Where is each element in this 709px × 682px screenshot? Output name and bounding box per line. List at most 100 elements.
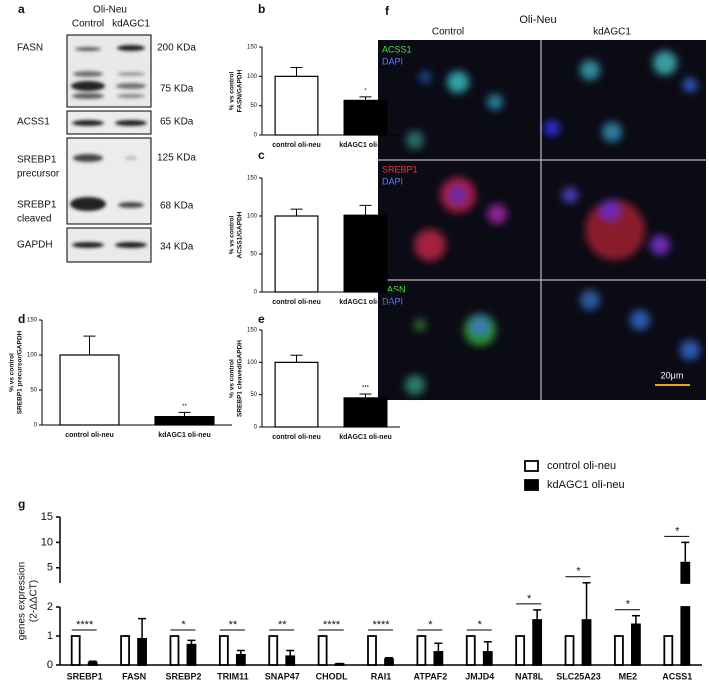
- scale-label: 20μm: [661, 370, 684, 380]
- panel-label: f: [385, 4, 390, 18]
- protein-label: cleaved: [17, 214, 51, 225]
- x-tick-label: ATPAF2: [414, 671, 448, 681]
- y-tick-label: 0: [254, 425, 258, 431]
- protein-label: SREBP1: [17, 200, 57, 211]
- bar: [465, 635, 476, 666]
- panel-label: g: [18, 497, 25, 511]
- panel-label: a: [18, 2, 25, 16]
- bar: [680, 606, 691, 666]
- y-axis-label: ACSS1/GAPDH: [237, 211, 244, 258]
- bar: [186, 643, 197, 666]
- bar: [631, 623, 641, 666]
- bar: [218, 635, 229, 666]
- significance: *: [428, 619, 433, 631]
- significance: ****: [76, 619, 94, 631]
- size-label: 65 KDa: [160, 117, 194, 128]
- micro-title: Oli-Neu: [519, 14, 556, 26]
- stain-label: FASN: [382, 284, 406, 294]
- legend-swatch: [524, 460, 539, 472]
- bar: [433, 651, 444, 666]
- x-tick-label: JMJD4: [465, 671, 494, 681]
- y-tick-label: 50: [250, 252, 257, 258]
- bar: [154, 416, 215, 426]
- significance: ****: [372, 619, 390, 631]
- panel-label: d: [18, 312, 25, 326]
- x-tick-label: ACSS1: [662, 671, 692, 681]
- y-tick-label: 50: [250, 103, 257, 109]
- y-axis-label: (2-ΔΔCT): [29, 580, 40, 622]
- significance: **: [229, 619, 238, 631]
- y-axis-label: SREBP1 cleaved/GAPDH: [237, 340, 244, 417]
- y-axis-label: % vs control: [229, 359, 236, 398]
- panel-label: e: [258, 312, 265, 326]
- bar: [274, 361, 319, 428]
- bar: [268, 635, 279, 666]
- lane-label: kdAGC1: [112, 19, 150, 30]
- legend-label: kdAGC1 oli-neu: [547, 479, 625, 491]
- x-tick-label: kdAGC1 oli-neu: [339, 299, 392, 306]
- x-tick-label: NAT8L: [515, 671, 544, 681]
- bar: [581, 619, 592, 666]
- significance: *: [576, 566, 581, 578]
- significance: ****: [323, 619, 341, 631]
- stain-label: DAPI: [382, 56, 403, 66]
- bar: [564, 635, 575, 666]
- x-tick-label: kdAGC1 oli-neu: [339, 142, 392, 149]
- y-tick-label: 150: [247, 328, 258, 334]
- y-axis-label: SREBP1 precursor/GAPDH: [17, 330, 24, 414]
- x-tick-label: kdAGC1 oli-neu: [339, 434, 392, 441]
- significance: ***: [362, 386, 370, 392]
- y-tick-label: 0: [47, 659, 53, 671]
- protein-label: GAPDH: [17, 240, 53, 251]
- stain-label: SREBP1: [382, 164, 418, 174]
- y-tick-label: 150: [27, 318, 38, 324]
- stain-label: DAPI: [382, 176, 403, 186]
- significance: *: [527, 593, 532, 605]
- bar: [680, 561, 691, 584]
- y-tick-label: 1: [47, 630, 53, 642]
- significance: *: [675, 525, 680, 537]
- protein-label: SREBP1: [17, 155, 57, 166]
- panel-label: b: [258, 2, 265, 16]
- bar: [416, 635, 427, 666]
- bar: [285, 655, 296, 666]
- micro-grid: [378, 40, 706, 400]
- bar: [274, 215, 319, 293]
- y-tick-label: 50: [250, 392, 257, 398]
- y-axis-label: FASN/GAPDH: [237, 69, 244, 112]
- bar: [235, 653, 246, 666]
- bar: [384, 658, 394, 666]
- x-tick-label: SLC25A23: [556, 671, 601, 681]
- bar: [532, 619, 543, 666]
- bar: [137, 638, 147, 666]
- y-tick-label: 150: [247, 45, 258, 51]
- bar: [367, 635, 377, 666]
- bar: [120, 635, 130, 666]
- y-tick-label: 0: [254, 290, 258, 296]
- significance: *: [626, 599, 631, 611]
- bar: [274, 75, 319, 136]
- protein-label: ACSS1: [17, 117, 50, 128]
- y-tick-label: 15: [41, 511, 53, 523]
- western-blot: a Oli-Neu Control kdAGC1 FASN ACSS1 SREB…: [17, 2, 196, 263]
- bar: [59, 354, 120, 426]
- y-tick-label: 100: [247, 74, 258, 80]
- panel-label: c: [258, 148, 265, 162]
- bar: [169, 635, 180, 666]
- column-label: Control: [432, 27, 464, 38]
- x-tick-label: ME2: [619, 671, 638, 681]
- significance: *: [181, 619, 186, 631]
- x-tick-label: TRIM11: [217, 671, 249, 681]
- x-tick-label: CHODL: [316, 671, 348, 681]
- x-tick-label: SNAP47: [265, 671, 300, 681]
- y-tick-label: 2: [47, 601, 53, 613]
- stain-label: ACSS1: [382, 44, 412, 54]
- bar: [343, 99, 388, 136]
- y-tick-label: 150: [247, 176, 258, 182]
- y-tick-label: 100: [247, 214, 258, 220]
- protein-label: FASN: [17, 43, 43, 54]
- x-tick-label: control oli-neu: [272, 299, 321, 306]
- protein-label: precursor: [17, 169, 60, 180]
- cells: [405, 51, 700, 395]
